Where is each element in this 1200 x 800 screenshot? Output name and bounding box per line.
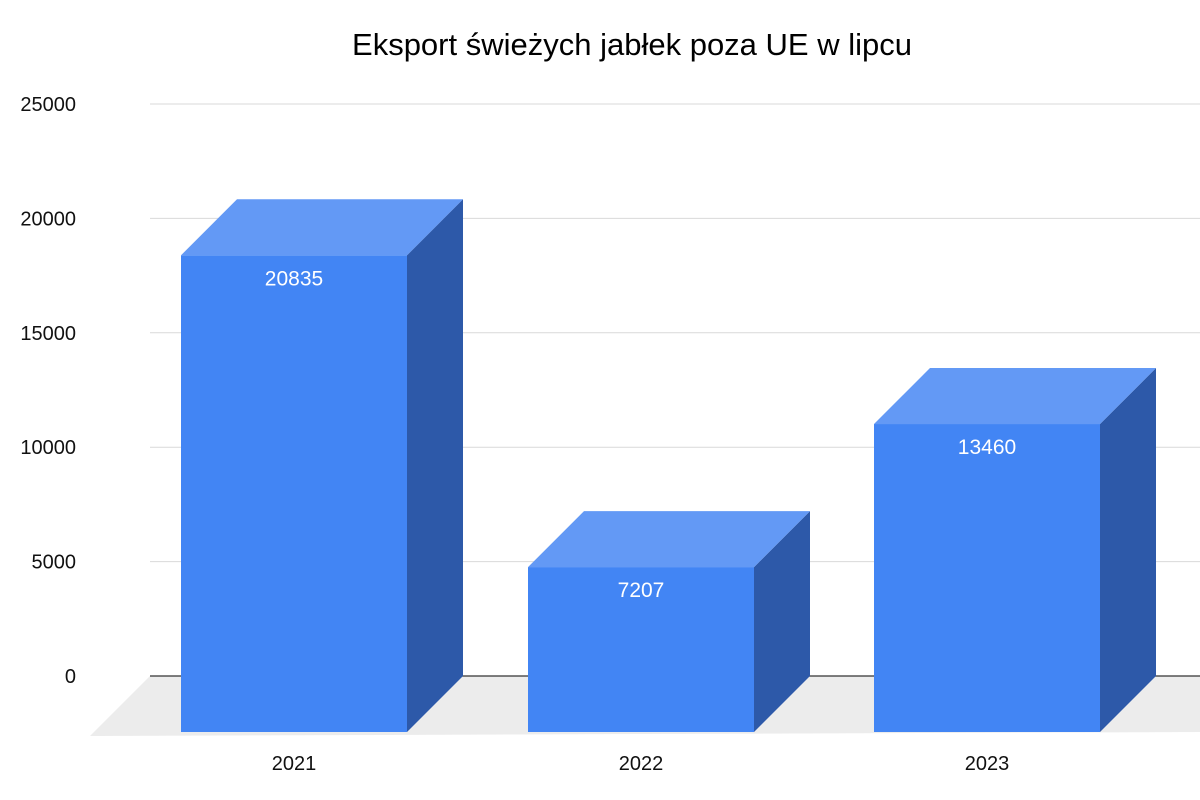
- bar: [528, 567, 754, 732]
- x-tick-label: 2021: [272, 753, 317, 775]
- x-axis-labels: 2021 2022 2023: [272, 753, 1010, 775]
- bar-group: 20835: [181, 199, 463, 733]
- bar-top: [874, 368, 1156, 425]
- bar: [874, 424, 1100, 732]
- x-tick-label: 2023: [965, 753, 1010, 775]
- chart-title: Eksport świeżych jabłek poza UE w lipcu: [352, 27, 912, 62]
- y-tick-label: 0: [65, 666, 76, 688]
- bar-group: 13460: [874, 368, 1156, 732]
- y-tick-label: 10000: [20, 437, 76, 459]
- y-tick-label: 20000: [20, 208, 76, 230]
- data-label: 13460: [958, 436, 1016, 459]
- bar-side: [407, 199, 463, 733]
- bar-side: [1100, 368, 1156, 732]
- bar: [181, 255, 407, 732]
- y-axis-ticks: 0 5000 10000 15000 20000 25000: [20, 94, 76, 688]
- data-label: 20835: [265, 267, 323, 290]
- bar-top: [528, 511, 810, 568]
- data-label: 7207: [618, 579, 665, 602]
- bars: 20835 7207 13460: [181, 199, 1156, 733]
- bar-top: [181, 199, 463, 256]
- y-tick-label: 5000: [32, 552, 77, 574]
- x-tick-label: 2022: [619, 753, 664, 775]
- y-tick-label: 25000: [20, 94, 76, 116]
- bar-side: [754, 511, 810, 732]
- bar-group: 7207: [528, 511, 810, 732]
- y-tick-label: 15000: [20, 323, 76, 345]
